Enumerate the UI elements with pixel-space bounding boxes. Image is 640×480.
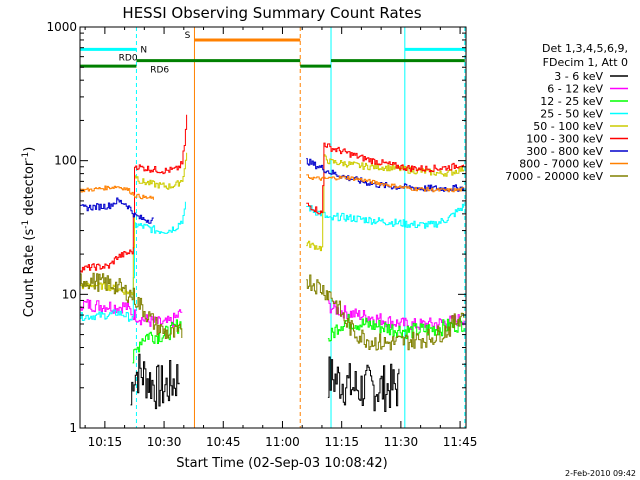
x-tick-label-2: 10:45: [206, 435, 241, 449]
chart-title: HESSI Observing Summary Count Rates: [122, 4, 421, 22]
flag-label-n: N: [140, 45, 147, 55]
legend-label-7: 800 - 7000 keV: [519, 158, 603, 171]
series-line-5-0: [80, 114, 188, 273]
x-axis-label: Start Time (02-Sep-03 10:08:42): [176, 456, 387, 471]
series-line-8-1: [306, 274, 465, 351]
x-tick-label-1: 10:30: [147, 435, 182, 449]
y-axis-label: Count Rate (s-1 detector-1): [21, 147, 37, 318]
legend-label-4: 50 - 100 keV: [533, 120, 603, 133]
series-line-7-0: [80, 185, 154, 200]
series-line-5-1: [306, 142, 465, 215]
flag-label-rd0: RD0: [119, 54, 138, 64]
y-axis-label-start: Count Rate (s: [22, 229, 37, 318]
legend-label-1: 6 - 12 keV: [547, 83, 603, 96]
y-axis-label-mid: detector: [22, 160, 37, 220]
series-line-0-0: [130, 353, 180, 410]
flag-label-rd6: RD6: [150, 66, 169, 76]
y-tick-label-0: 1: [69, 421, 77, 435]
x-tick-label-5: 11:30: [384, 435, 419, 449]
legend-header-1: FDecim 1, Att 0: [543, 56, 628, 69]
legend-label-5: 100 - 300 keV: [526, 133, 603, 146]
legend: Det 1,3,4,5,6,9,FDecim 1, Att 03 - 6 keV…: [505, 42, 628, 183]
legend-label-8: 7000 - 20000 keV: [505, 170, 603, 183]
series-line-1-0: [80, 299, 183, 327]
plot-frame: [79, 26, 467, 429]
y-tick-label-3: 1000: [46, 20, 77, 34]
series-line-4-1: [306, 154, 465, 252]
x-tick-label-3: 11:00: [265, 435, 300, 449]
y-axis-label-end: ): [22, 147, 37, 152]
legend-label-6: 300 - 800 keV: [526, 145, 603, 158]
series-line-1-1: [327, 300, 465, 331]
y-axis-label-sup2: -1: [21, 152, 31, 161]
series-line-0-1: [327, 356, 400, 412]
x-tick-label-6: 11:45: [443, 435, 478, 449]
series-line-7-1: [306, 174, 465, 193]
series-line-2-0: [132, 319, 182, 364]
series-line-6-0: [80, 197, 154, 224]
series-line-8-0: [80, 272, 183, 339]
legend-label-2: 12 - 25 keV: [540, 95, 603, 108]
x-tick-label-0: 10:15: [88, 435, 123, 449]
flag-label-s: S: [185, 31, 191, 41]
legend-header-0: Det 1,3,4,5,6,9,: [542, 42, 628, 55]
y-axis-label-sup1: -1: [21, 220, 31, 229]
series-line-3-1: [306, 203, 465, 229]
legend-label-3: 25 - 50 keV: [540, 108, 603, 121]
x-tick-label-4: 11:15: [324, 435, 359, 449]
footer-date: 2-Feb-2010 09:42: [565, 469, 636, 478]
series-line-3-0: [80, 201, 186, 322]
y-tick-label-2: 100: [54, 154, 77, 168]
y-tick-label-1: 10: [62, 287, 77, 301]
legend-label-0: 3 - 6 keV: [554, 70, 603, 83]
